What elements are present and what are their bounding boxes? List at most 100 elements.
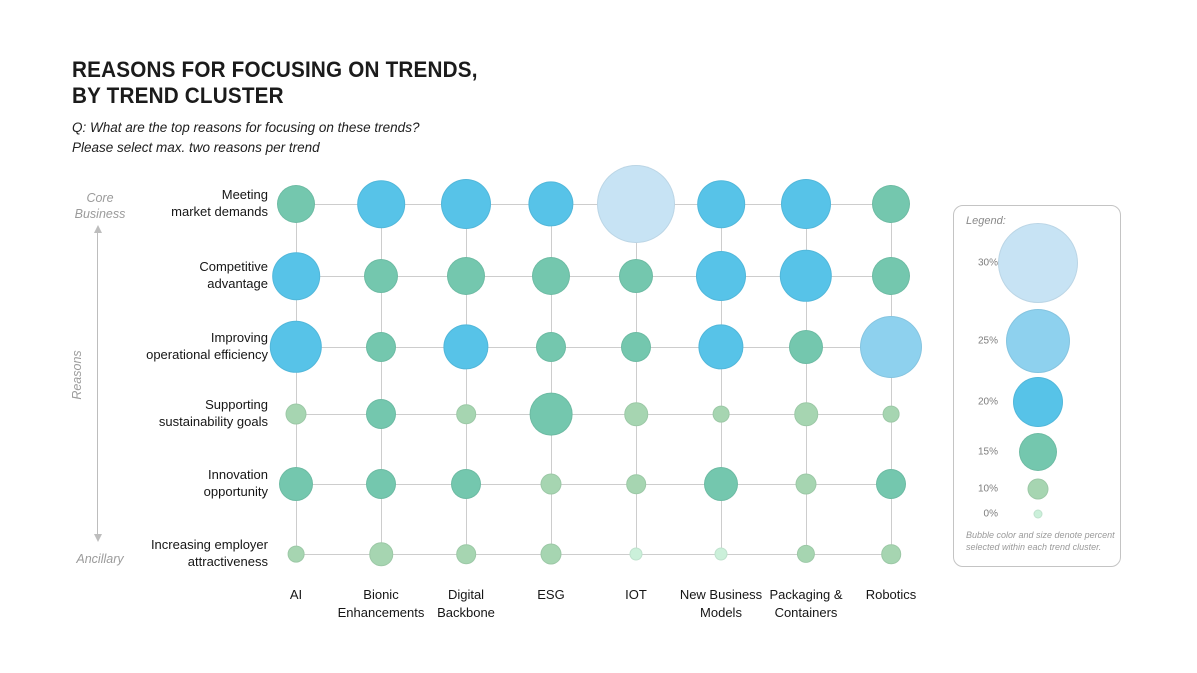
legend-pct-label: 30%	[977, 257, 998, 269]
grid-line-horizontal	[296, 346, 891, 348]
legend-pct-label: 20%	[977, 396, 998, 408]
chart-bubble	[456, 544, 476, 564]
chart-bubble	[704, 467, 738, 501]
chart-bubble	[796, 544, 816, 564]
col-label-trend-cluster: AI	[289, 587, 303, 602]
legend-note: Bubble color and size denote percent sel…	[966, 529, 1115, 553]
grid-line-vertical	[890, 204, 892, 554]
grid-line-vertical	[380, 204, 382, 554]
chart-bubble	[532, 257, 570, 295]
chart-bubble	[441, 179, 491, 229]
axis-annotation-core-business: Core Business	[74, 191, 126, 222]
chart-bubble	[781, 179, 831, 229]
chart-bubble	[629, 547, 643, 561]
arrow-down-icon	[93, 534, 102, 542]
chart-bubble	[795, 473, 817, 495]
chart-bubble	[540, 543, 562, 565]
grid-line-horizontal	[296, 553, 891, 555]
legend-panel: Legend: Bubble color and size denote per…	[953, 205, 1121, 567]
row-label-reason: Improving operational efficiency	[146, 330, 268, 362]
chart-bubble	[597, 165, 675, 243]
page-title: REASONS FOR FOCUSING ON TRENDS, BY TREND…	[72, 57, 478, 109]
chart-bubble	[536, 332, 566, 362]
chart-bubble	[443, 324, 489, 370]
chart-bubble	[272, 252, 320, 300]
chart-question-subtitle: Q: What are the top reasons for focusing…	[72, 120, 420, 156]
grid-line-vertical	[550, 204, 552, 554]
legend-bubble	[1019, 433, 1057, 471]
legend-pct-label: 0%	[983, 508, 998, 520]
chart-bubble	[528, 181, 574, 227]
legend-bubble	[1006, 309, 1070, 373]
reasons-axis-line	[97, 232, 98, 534]
chart-bubble	[860, 316, 922, 378]
arrow-up-icon	[93, 225, 102, 233]
legend-bubble	[998, 223, 1078, 303]
grid-line-horizontal	[296, 413, 891, 415]
chart-bubble	[626, 474, 646, 494]
chart-bubble	[696, 251, 746, 301]
legend-pct-label: 10%	[977, 483, 998, 495]
chart-bubble	[697, 180, 745, 228]
col-label-trend-cluster: Digital Backbone	[437, 587, 495, 620]
chart-bubble	[872, 185, 910, 223]
chart-bubble	[714, 547, 728, 561]
chart-bubble	[269, 320, 323, 374]
chart-bubble	[619, 259, 653, 293]
grid-line-vertical	[295, 204, 297, 554]
row-label-reason: Innovation opportunity	[203, 467, 268, 499]
chart-bubble	[456, 404, 476, 424]
col-label-trend-cluster: IOT	[625, 587, 647, 602]
chart-bubble	[447, 257, 485, 295]
axis-label-reasons: Reasons	[69, 350, 84, 400]
chart-bubble	[287, 545, 305, 563]
chart-bubble	[698, 324, 744, 370]
grid-line-horizontal	[296, 275, 891, 277]
chart-bubble	[451, 469, 481, 499]
chart-bubble	[364, 259, 398, 293]
chart-bubble	[366, 469, 396, 499]
grid-line-horizontal	[296, 483, 891, 485]
chart-bubble	[779, 249, 833, 303]
col-label-trend-cluster: New Business Models	[679, 587, 763, 620]
chart-bubble	[277, 185, 315, 223]
legend-pct-label: 25%	[977, 335, 998, 347]
chart-bubble	[876, 469, 906, 499]
chart-bubble	[285, 403, 307, 425]
legend-pct-label: 15%	[977, 446, 998, 458]
chart-bubble	[540, 473, 562, 495]
grid-line-vertical	[465, 204, 467, 554]
grid-line-vertical	[720, 204, 722, 554]
chart-bubble	[529, 392, 573, 436]
row-label-reason: Meeting market demands	[171, 187, 268, 219]
grid-line-vertical	[635, 204, 637, 554]
chart-bubble	[366, 332, 396, 362]
col-label-trend-cluster: Robotics	[865, 587, 917, 602]
legend-title: Legend:	[966, 215, 1006, 227]
chart-bubble	[366, 399, 396, 429]
chart-bubble	[369, 542, 393, 566]
chart-bubble	[881, 544, 901, 564]
row-label-reason: Increasing employer attractiveness	[150, 537, 268, 569]
col-label-trend-cluster: Packaging & Containers	[769, 587, 843, 620]
chart-bubble	[621, 332, 651, 362]
col-label-trend-cluster: ESG	[537, 587, 565, 602]
col-label-trend-cluster: Bionic Enhancements	[337, 587, 425, 620]
axis-annotation-ancillary: Ancillary	[76, 552, 124, 566]
row-label-reason: Competitive advantage	[199, 259, 268, 291]
chart-bubble	[789, 330, 823, 364]
chart-bubble	[624, 402, 648, 426]
row-label-reason: Supporting sustainability goals	[158, 397, 268, 429]
legend-bubble	[1027, 478, 1049, 500]
legend-bubble	[1033, 509, 1043, 519]
grid-line-horizontal	[296, 203, 891, 205]
legend-bubble	[1013, 377, 1063, 427]
chart-bubble	[872, 257, 910, 295]
chart-bubble	[882, 405, 900, 423]
chart-bubble	[712, 405, 730, 423]
chart-bubble	[794, 402, 818, 426]
chart-bubble	[357, 180, 405, 228]
grid-line-vertical	[805, 204, 807, 554]
chart-bubble	[279, 467, 313, 501]
